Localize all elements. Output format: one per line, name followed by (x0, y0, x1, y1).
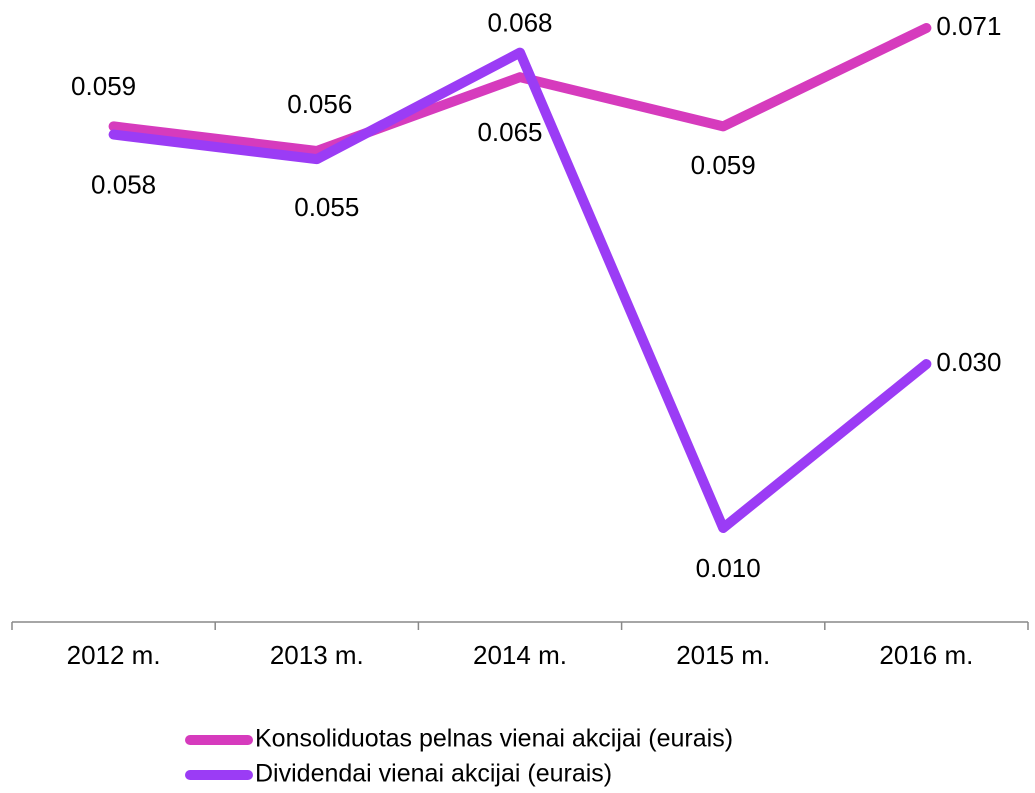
x-tick-label: 2013 m. (270, 640, 364, 670)
data-label: 0.030 (936, 347, 1001, 377)
data-label: 0.068 (487, 7, 552, 37)
data-label: 0.059 (691, 150, 756, 180)
x-tick-label: 2012 m. (67, 640, 161, 670)
data-label: 0.055 (294, 192, 359, 222)
x-tick-label: 2014 m. (473, 640, 567, 670)
data-label: 0.059 (71, 71, 136, 101)
data-label: 0.010 (696, 553, 761, 583)
series-line (108, 47, 932, 533)
x-tick-label: 2015 m. (676, 640, 770, 670)
x-tick-label: 2016 m. (879, 640, 973, 670)
data-label: 0.058 (91, 169, 156, 199)
series-line (108, 23, 932, 156)
data-label: 0.071 (936, 11, 1001, 41)
legend-label: Dividendai vienai akcijai (eurais) (255, 760, 612, 788)
data-label: 0.056 (287, 89, 352, 119)
data-label: 0.065 (477, 117, 542, 147)
legend-label: Konsoliduotas pelnas vienai akcijai (eur… (255, 725, 733, 753)
